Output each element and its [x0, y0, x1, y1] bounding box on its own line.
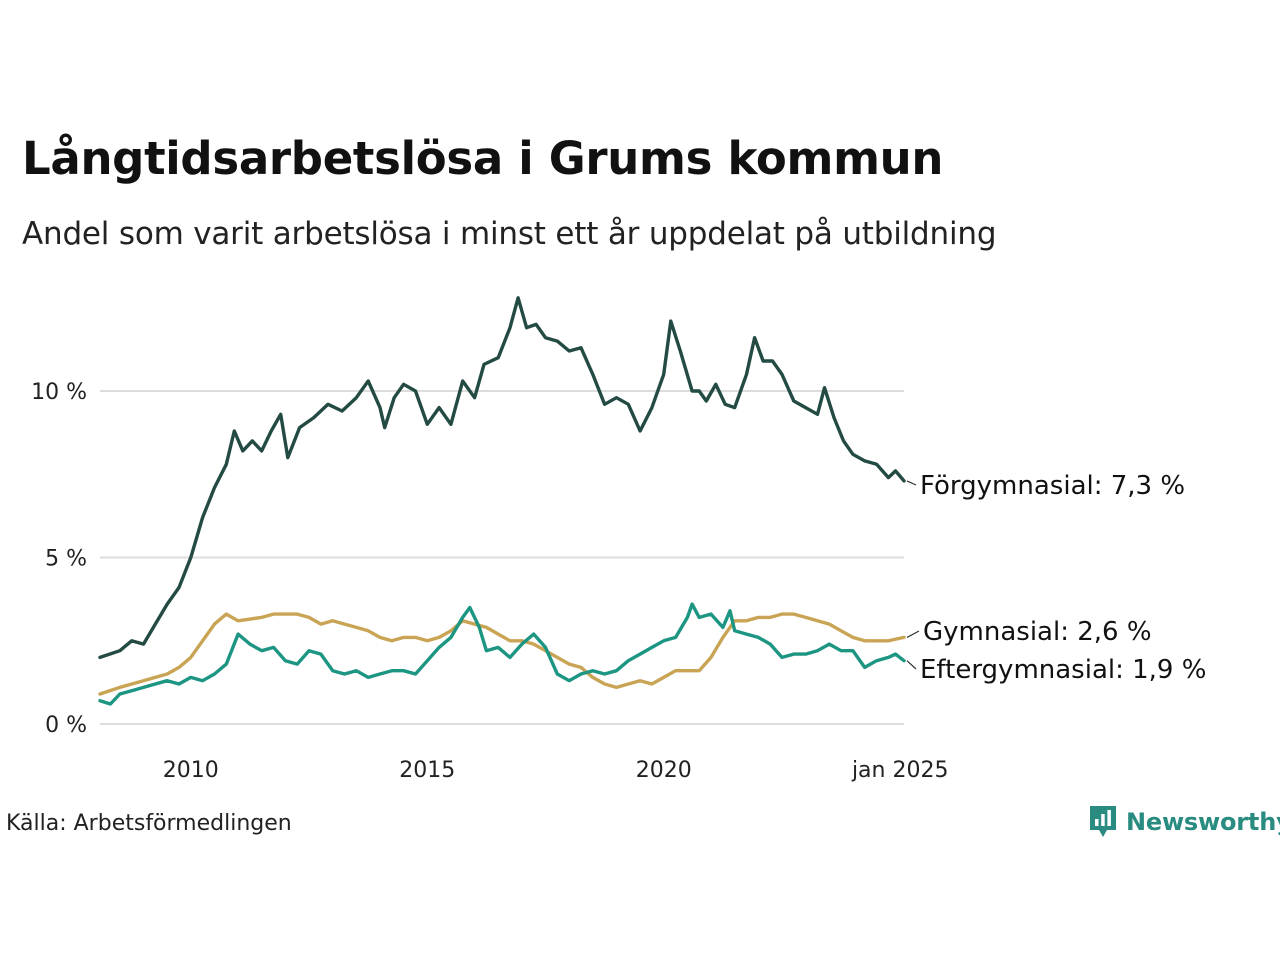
series-end-label: Eftergymnasial: 1,9 % — [920, 655, 1206, 685]
source-note: Källa: Arbetsförmedlingen — [6, 811, 292, 836]
series-line-eftergymnasial — [98, 602, 906, 706]
label-connector — [906, 480, 917, 486]
label-connector — [906, 660, 917, 670]
x-tick-label: jan 2025 — [851, 758, 949, 783]
y-tick-label: 0 % — [45, 713, 87, 738]
series-line-förgymnasial — [98, 296, 906, 660]
newsworthy-logo-icon — [1090, 806, 1116, 837]
gridlines — [100, 390, 904, 725]
y-tick-label: 5 % — [45, 547, 87, 572]
brand-name: Newsworthy — [1126, 808, 1280, 836]
series-lines — [98, 296, 906, 706]
series-end-label: Förgymnasial: 7,3 % — [920, 471, 1185, 501]
x-tick-label: 2015 — [399, 758, 455, 783]
series-labels: Förgymnasial: 7,3 % Gymnasial: 2,6 % Efter… — [906, 471, 1206, 685]
chart-title: Långtidsarbetslösa i Grums kommun — [22, 132, 944, 185]
x-tick-label: 2020 — [636, 758, 692, 783]
label-connector — [906, 630, 920, 638]
brand-logo: Newsworthy — [1088, 804, 1280, 840]
series-end-label: Gymnasial: 2,6 % — [923, 617, 1152, 647]
chart-subtitle: Andel som varit arbetslösa i minst ett å… — [22, 216, 997, 252]
x-tick-label: 2010 — [163, 758, 219, 783]
y-tick-label: 10 % — [31, 380, 87, 405]
axis-labels: 0 % 5 % 10 % 2010 2015 2020 jan 2025 — [31, 380, 948, 783]
series-line-gymnasial — [98, 612, 906, 696]
